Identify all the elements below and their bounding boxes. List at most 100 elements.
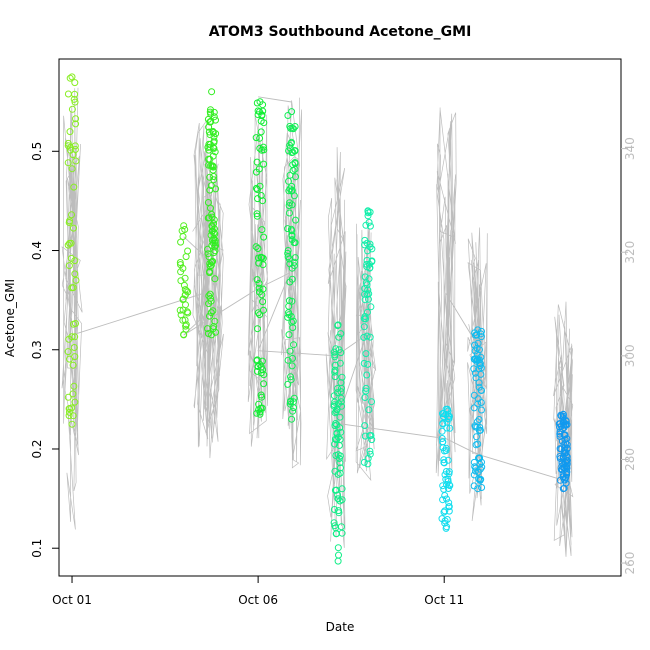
data-point	[208, 258, 216, 266]
data-point	[442, 468, 450, 475]
data-point	[66, 74, 74, 82]
data-point	[255, 406, 263, 414]
data-point	[285, 302, 293, 310]
data-point	[337, 464, 344, 472]
data-point	[182, 325, 190, 333]
data-point	[184, 309, 192, 317]
data-point	[477, 399, 485, 406]
data-point	[284, 112, 292, 119]
data-point	[259, 107, 267, 115]
data-point	[334, 544, 342, 552]
data-point	[68, 73, 76, 81]
y2-tick-label: 320	[623, 241, 637, 264]
data-point	[176, 306, 184, 314]
data-point	[442, 524, 450, 532]
data-point	[336, 459, 344, 467]
data-point	[64, 142, 72, 150]
data-point	[258, 404, 266, 412]
data-point	[559, 485, 567, 493]
data-point	[183, 287, 191, 295]
data-point	[258, 357, 266, 365]
data-point	[288, 362, 296, 370]
data-point	[475, 356, 483, 364]
data-point	[290, 341, 298, 349]
data-point	[184, 247, 192, 255]
data-point	[179, 264, 187, 272]
data-point	[363, 308, 371, 316]
data-point	[290, 239, 298, 247]
data-point	[445, 499, 453, 507]
data-point	[284, 225, 292, 233]
data-point	[207, 182, 215, 190]
data-point	[66, 239, 73, 247]
data-point	[445, 507, 453, 515]
data-point	[477, 475, 485, 483]
data-point	[556, 433, 564, 440]
data-point	[211, 247, 219, 255]
data-point	[69, 361, 77, 369]
data-point	[70, 183, 78, 191]
data-point	[176, 259, 184, 266]
data-point	[208, 88, 216, 96]
data-point	[289, 324, 297, 332]
x-axis: Oct 01 Oct 06 Oct 11	[52, 576, 464, 607]
chart-title: ATOM3 Southbound Acetone_GMI	[209, 24, 472, 40]
data-point	[331, 366, 339, 374]
data-point	[559, 470, 567, 478]
data-point	[206, 312, 213, 320]
data-point	[477, 364, 485, 372]
y2-tick-label: 260	[623, 552, 637, 575]
data-point	[361, 432, 369, 440]
data-point	[68, 165, 76, 173]
data-point	[443, 495, 451, 503]
data-point	[478, 484, 486, 491]
data-point	[334, 389, 341, 397]
x-tick-label: Oct 01	[52, 593, 92, 607]
data-point	[253, 409, 261, 417]
data-point	[558, 462, 566, 470]
plot-frame	[58, 58, 622, 577]
data-point	[260, 306, 267, 314]
data-point	[252, 184, 260, 192]
data-point	[290, 192, 298, 200]
data-point	[70, 95, 78, 103]
data-point	[254, 362, 262, 370]
line-connector	[71, 271, 564, 481]
data-point	[335, 507, 342, 515]
data-point	[66, 143, 74, 151]
data-point	[366, 447, 374, 455]
data-point	[253, 158, 261, 166]
data-point	[363, 332, 371, 340]
data-point	[556, 453, 564, 460]
data-point	[259, 298, 267, 306]
line-spike-0	[61, 87, 83, 530]
data-point	[336, 452, 344, 460]
data-point	[256, 311, 264, 319]
data-point	[257, 128, 265, 136]
x-axis-label: Date	[326, 620, 355, 634]
data-point	[331, 373, 339, 381]
data-point	[260, 371, 268, 379]
data-point	[254, 325, 261, 333]
data-point	[470, 458, 478, 466]
data-point	[336, 413, 344, 421]
data-point	[69, 390, 77, 398]
data-point	[331, 351, 339, 359]
data-point	[253, 276, 261, 284]
data-point	[438, 427, 446, 435]
data-point	[72, 157, 80, 165]
data-point	[338, 373, 346, 381]
data-point	[284, 380, 292, 388]
data-point	[439, 496, 447, 504]
data-point	[360, 359, 368, 367]
data-point	[72, 115, 80, 123]
data-point	[286, 209, 293, 217]
data-point	[70, 382, 78, 390]
data-point	[285, 311, 293, 319]
data-point	[361, 422, 369, 430]
data-point	[253, 212, 261, 220]
data-point	[478, 406, 485, 414]
data-point	[331, 353, 339, 361]
data-point	[559, 454, 567, 462]
data-point	[470, 365, 478, 373]
